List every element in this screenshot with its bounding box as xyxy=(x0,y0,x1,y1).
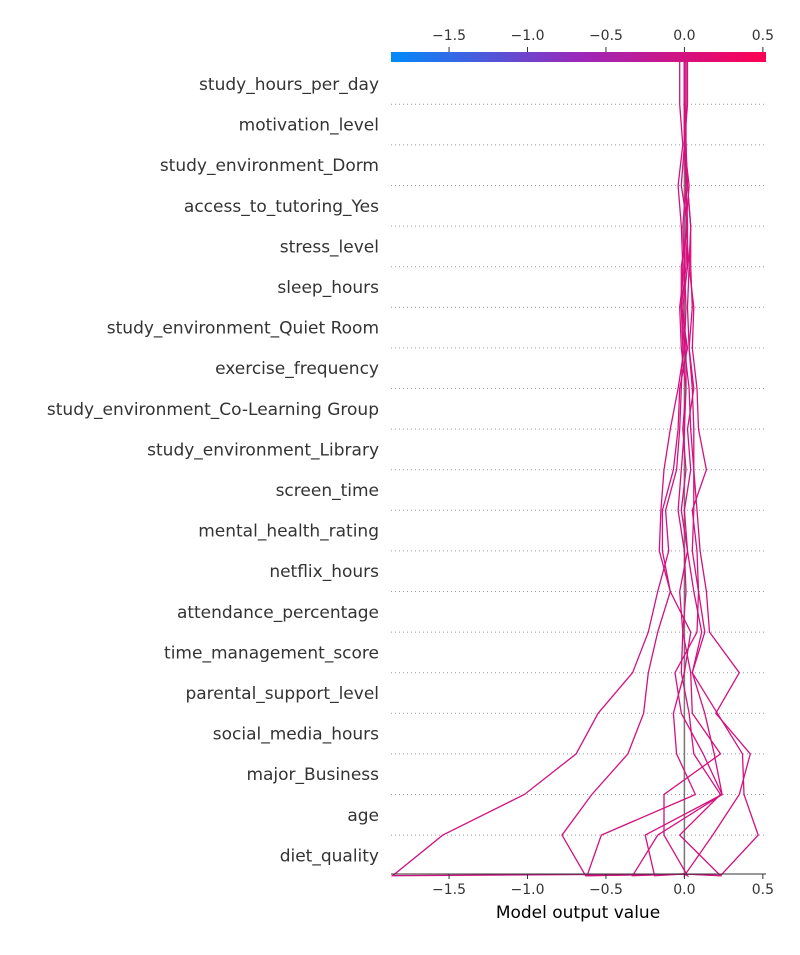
feature-label: motivation_level xyxy=(239,116,379,136)
feature-label: access_to_tutoring_Yes xyxy=(184,197,379,217)
feature-label: diet_quality xyxy=(280,846,379,866)
x-tick-label-bottom: −1.5 xyxy=(432,882,466,898)
feature-label: study_environment_Co-Learning Group xyxy=(47,400,379,420)
x-tick-label-top: −0.5 xyxy=(589,28,623,44)
feature-label: mental_health_rating xyxy=(198,522,379,542)
x-tick-label-bottom: 0.0 xyxy=(673,882,695,898)
feature-label: parental_support_level xyxy=(185,684,379,704)
decision-line xyxy=(663,62,722,878)
decision-line xyxy=(631,62,723,877)
feature-labels: study_hours_per_day motivation_levelstudy… xyxy=(47,75,379,866)
feature-label: social_media_hours xyxy=(213,725,379,745)
feature-label: time_management_score xyxy=(164,643,379,663)
x-tick-label-bottom: −1.0 xyxy=(511,882,545,898)
x-tick-label-top: 0.5 xyxy=(752,28,774,44)
feature-label: major_Business xyxy=(246,765,379,785)
x-axis-title: Model output value xyxy=(496,903,660,923)
x-tick-label-bottom: 0.5 xyxy=(752,882,774,898)
feature-label: age xyxy=(347,806,379,826)
feature-label: sleep_hours xyxy=(277,278,379,298)
axes: −1.5 −1.5 −1.0 −1.0 −0.5 −0.5 0.0 0.0 0.5 0.5 xyxy=(391,28,774,898)
feature-label: study_environment_Quiet Room xyxy=(107,319,379,339)
x-tick-label-bottom: −0.5 xyxy=(589,882,623,898)
feature-label: study_hours_per_day xyxy=(199,75,379,95)
feature-label: exercise_frequency xyxy=(215,359,379,379)
decision-line xyxy=(561,62,689,877)
decision-line xyxy=(677,62,723,877)
feature-label: study_environment_Library xyxy=(147,440,379,460)
x-tick-label-top: −1.5 xyxy=(432,28,466,44)
feature-label: netflix_hours xyxy=(269,562,379,582)
feature-label: screen_time xyxy=(276,481,379,501)
decision-line xyxy=(390,62,685,877)
decision-line xyxy=(682,62,752,878)
decision-line xyxy=(683,62,759,877)
decision-lines xyxy=(390,62,759,878)
feature-label: attendance_percentage xyxy=(177,603,379,623)
grid-layer xyxy=(391,103,766,836)
colorbar xyxy=(391,52,766,62)
decision-line xyxy=(644,62,723,877)
x-tick-label-top: −1.0 xyxy=(511,28,545,44)
feature-label: stress_level xyxy=(280,237,379,257)
feature-label: study_environment_Dorm xyxy=(160,156,379,176)
colorbar-gradient xyxy=(391,52,766,62)
x-tick-label-top: 0.0 xyxy=(673,28,695,44)
